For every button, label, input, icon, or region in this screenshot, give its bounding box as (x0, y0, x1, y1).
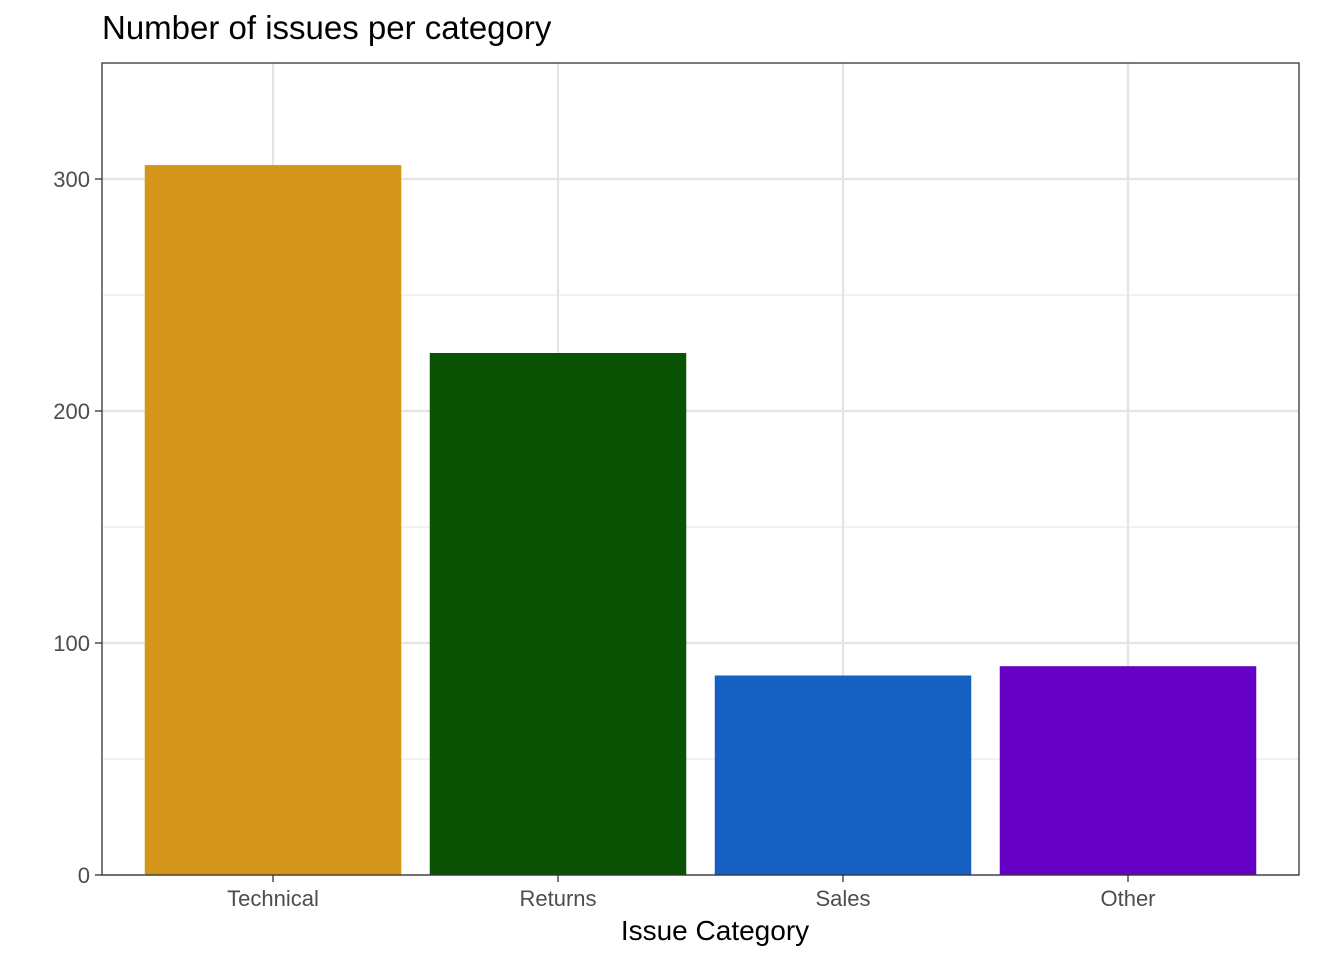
plot-panel (101, 62, 1300, 877)
bar-technical (144, 165, 402, 875)
bar-other (999, 666, 1257, 875)
x-tick-label: Returns (519, 886, 596, 911)
plot-border (101, 62, 1300, 876)
y-tick-label: 100 (53, 631, 90, 656)
y-tick-label: 300 (53, 167, 90, 192)
x-tick-label: Sales (815, 886, 870, 911)
x-tick-label: Technical (227, 886, 319, 911)
bar-sales (714, 675, 972, 875)
y-axis: 0 100 200 300 (53, 167, 102, 888)
y-tick-label: 200 (53, 399, 90, 424)
x-axis: Technical Returns Sales Other (227, 875, 1156, 911)
chart-title: Number of issues per category (102, 9, 552, 46)
bar-returns (429, 353, 687, 875)
x-axis-title: Issue Category (621, 915, 809, 946)
x-tick-label: Other (1100, 886, 1155, 911)
bars (144, 165, 1257, 875)
y-tick-label: 0 (78, 863, 90, 888)
